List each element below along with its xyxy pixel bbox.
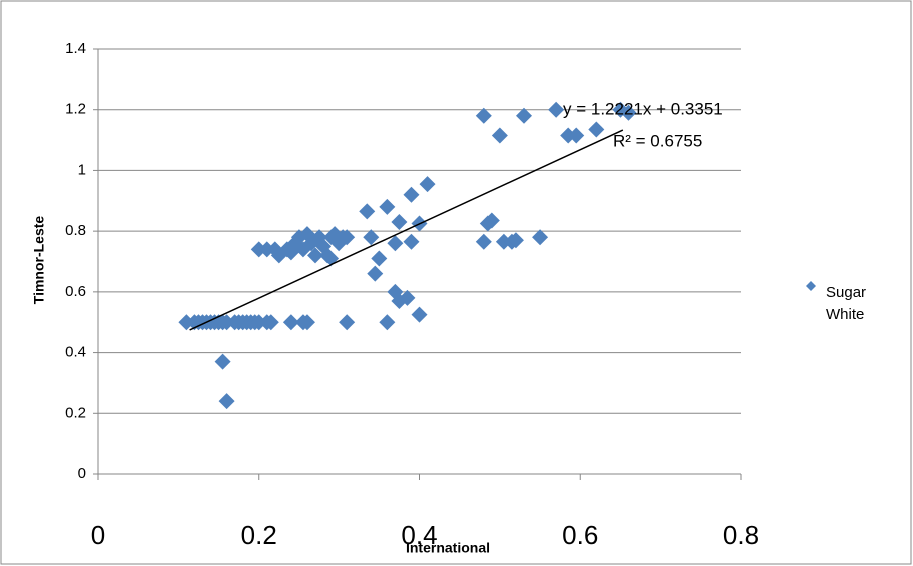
data-point bbox=[379, 198, 396, 215]
y-axis-title: Timnor-Leste bbox=[31, 216, 47, 305]
data-point bbox=[363, 229, 380, 246]
data-point bbox=[258, 241, 275, 258]
x-axis-title: International bbox=[406, 540, 490, 556]
x-tick-label: 0.8 bbox=[723, 520, 759, 550]
data-point bbox=[507, 232, 524, 249]
data-point bbox=[359, 203, 376, 220]
data-point bbox=[250, 314, 267, 331]
data-point bbox=[532, 229, 549, 246]
data-point bbox=[371, 250, 388, 267]
trendline-r2: R² = 0.6755 bbox=[613, 131, 702, 150]
y-tick-label: 1 bbox=[78, 161, 86, 178]
data-point bbox=[178, 314, 195, 331]
x-tick-label: 0.2 bbox=[241, 520, 277, 550]
data-point bbox=[568, 127, 585, 144]
data-point bbox=[282, 314, 299, 331]
legend-marker bbox=[806, 281, 816, 291]
data-point bbox=[515, 107, 532, 124]
data-point bbox=[411, 306, 428, 323]
y-tick-label: 0.4 bbox=[65, 344, 86, 361]
data-point bbox=[475, 107, 492, 124]
data-point bbox=[419, 176, 436, 193]
trendline-equation: y = 1.2221x + 0.3351 bbox=[563, 99, 723, 118]
trendline bbox=[189, 129, 624, 331]
data-point bbox=[250, 241, 267, 258]
data-point bbox=[475, 233, 492, 250]
y-tick-label: 0.6 bbox=[65, 283, 86, 300]
data-point bbox=[548, 101, 565, 118]
data-point bbox=[588, 121, 605, 138]
y-tick-label: 1.2 bbox=[65, 101, 86, 118]
x-tick-label: 0.6 bbox=[562, 520, 598, 550]
data-point bbox=[214, 353, 231, 370]
y-tick-label: 0 bbox=[78, 465, 86, 482]
data-point bbox=[620, 104, 637, 121]
y-tick-label: 0.2 bbox=[65, 404, 86, 421]
data-point bbox=[298, 314, 315, 331]
data-point bbox=[560, 127, 577, 144]
data-point bbox=[399, 289, 416, 306]
legend-label: Sugar White bbox=[826, 284, 867, 323]
data-point bbox=[403, 233, 420, 250]
y-tick-label: 1.4 bbox=[65, 40, 86, 57]
data-point bbox=[307, 247, 324, 264]
data-point bbox=[339, 314, 356, 331]
data-point bbox=[218, 393, 235, 410]
data-point bbox=[387, 235, 404, 252]
data-point bbox=[495, 233, 512, 250]
data-point bbox=[483, 212, 500, 229]
y-tick-label: 0.8 bbox=[65, 222, 86, 239]
data-point bbox=[367, 265, 384, 282]
data-point bbox=[391, 214, 408, 231]
data-point bbox=[491, 127, 508, 144]
x-tick-label: 0.4 bbox=[401, 520, 437, 550]
x-tick-label: 0 bbox=[91, 520, 105, 550]
data-point bbox=[218, 314, 235, 331]
data-point bbox=[262, 314, 279, 331]
data-point bbox=[339, 229, 356, 246]
data-point bbox=[403, 186, 420, 203]
data-point bbox=[379, 314, 396, 331]
